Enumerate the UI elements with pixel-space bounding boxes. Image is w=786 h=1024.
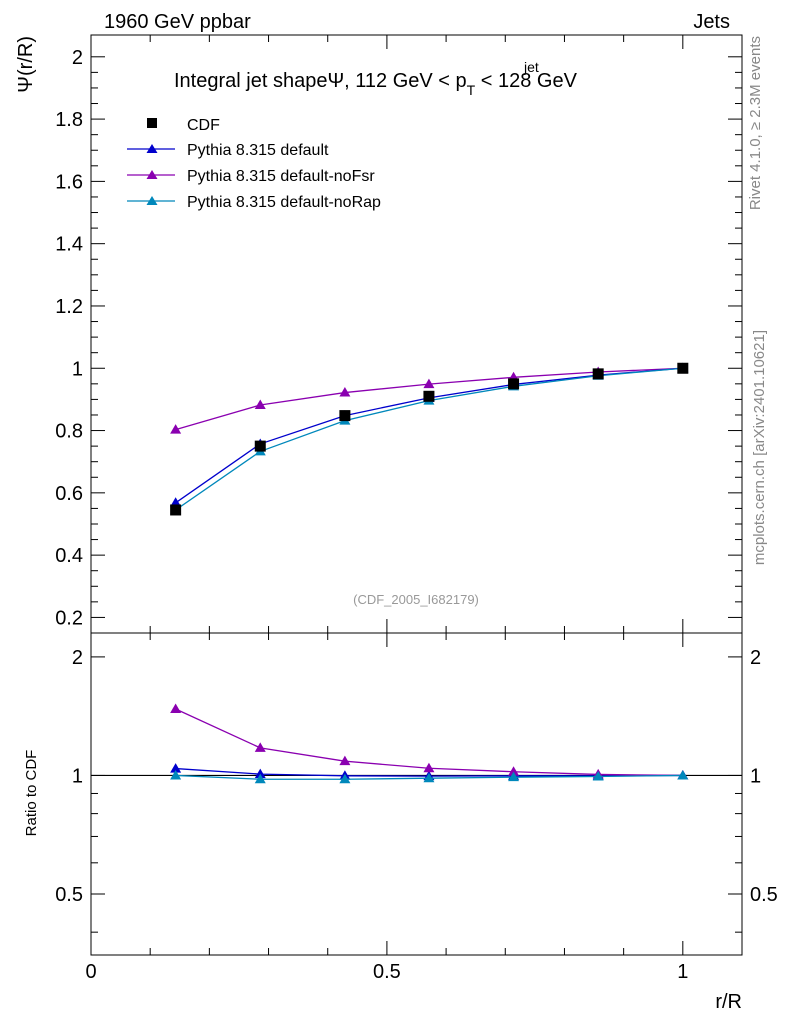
title-sup: jet [523,59,539,75]
legend-item-cdf: CDF [147,117,220,134]
upper-y-tick-label: 0.4 [55,545,83,567]
ratio-point-noFsr [423,762,435,773]
lower-plot-frame [90,632,743,956]
data-point-noFsr [339,387,351,397]
upper-axis-ticks: 0.2 0.4 0.6 0.8 1 1.2 1.4 1.6 1.8 2 [55,35,743,633]
x-axis-label: r/R [715,991,742,1013]
data-point-noFsr [254,399,266,410]
ratio-point-noFsr [170,703,182,713]
legend-label-nofsr: Pythia 8.315 default-noFsr [187,168,375,185]
data-point-noFsr [423,378,435,389]
data-point-cdf [170,504,182,516]
data-point-cdf [254,440,266,452]
data-point-cdf [508,378,520,390]
ratio-point-noFsr [254,742,266,752]
upper-y-tick-label: 0.2 [55,607,83,629]
lower-series-group [170,703,689,784]
ratio-point-noRap [339,773,351,784]
analysis-watermark: (CDF_2005_I682179) [353,592,479,607]
lower-y-axis-label: Ratio to CDF [23,750,40,837]
ratio-point-default [254,768,266,779]
legend-marker-nofsr [146,170,158,179]
header-right: Jets [693,11,730,33]
legend-label-cdf: CDF [187,117,220,134]
legend-label-default: Pythia 8.315 default [187,142,329,159]
lower-y-tick-label: 0.5 [55,884,83,906]
legend-item-nofsr: Pythia 8.315 default-noFsr [127,168,375,185]
legend-marker-cdf [147,118,157,128]
ratio-point-noFsr [508,766,520,776]
legend: CDF Pythia 8.315 default Pythia 8.315 de… [127,117,381,211]
lower-y-tick-label-right: 0.5 [750,884,778,906]
upper-y-tick-label: 1.8 [55,109,83,131]
rivet-label: Rivet 4.1.0, ≥ 2.3M events [747,36,764,210]
legend-marker-norap [146,196,158,205]
ratio-point-noRap [677,769,689,780]
title-sub: T [467,82,476,98]
x-tick-label: 1 [677,961,688,983]
lower-y-tick-label: 2 [72,647,83,669]
lower-y-tick-label: 1 [72,765,83,787]
legend-item-norap: Pythia 8.315 default-noRap [127,194,381,211]
upper-y-tick-label: 2 [72,47,83,69]
series-noRap [175,367,683,511]
series-line-noRap [175,367,683,511]
upper-y-tick-label: 1.2 [55,296,83,318]
ratio-point-noRap [423,772,435,783]
lower-axis-ticks: 0.5 0.5 1 1 2 2 0 0.5 1 [55,633,778,983]
data-point-cdf [592,368,604,380]
legend-marker-default [146,144,158,153]
upper-y-axis-label: Ψ(r/R) [15,36,37,93]
upper-y-tick-label: 1.6 [55,171,83,193]
upper-y-tick-label: 1.4 [55,234,83,256]
ratio-point-noRap [592,770,604,781]
series-default [175,367,683,504]
series-markers-cdf [170,362,689,516]
upper-y-tick-label: 1 [72,358,83,380]
upper-y-tick-label: 0.6 [55,483,83,505]
ratio-point-noFsr [339,755,351,766]
upper-series-group [170,362,689,516]
chart-title: Integral jet shapeΨ, 112 GeV < pT < 128 … [174,70,578,98]
x-tick-label: 0 [85,961,96,983]
data-point-cdf [423,390,435,402]
data-point-cdf [677,362,689,374]
ratio-point-default [170,763,182,773]
x-tick-label: 0.5 [373,961,401,983]
lower-y-tick-label-right: 2 [750,647,761,669]
data-point-default [170,497,182,507]
legend-item-default: Pythia 8.315 default [127,142,329,159]
ratio-point-noRap [254,773,266,784]
ratio-series-noFsr [170,703,689,780]
data-point-noFsr [170,424,182,434]
ratio-point-noRap [508,771,520,782]
lower-y-tick-label-right: 1 [750,765,761,787]
upper-y-tick-label: 0.8 [55,421,83,443]
title-suffix: < 128 GeV [475,70,577,92]
header-left: 1960 GeV ppbar [104,11,251,33]
ratio-point-noRap [170,769,182,780]
mcplots-label: mcplots.cern.ch [arXiv:2401.10621] [751,330,768,565]
ratio-series-noRap [170,769,689,784]
legend-label-norap: Pythia 8.315 default-noRap [187,194,381,211]
series-line-default [175,367,683,504]
data-point-cdf [339,410,351,422]
title-prefix: Integral jet shapeΨ, 112 GeV < p [174,70,467,92]
